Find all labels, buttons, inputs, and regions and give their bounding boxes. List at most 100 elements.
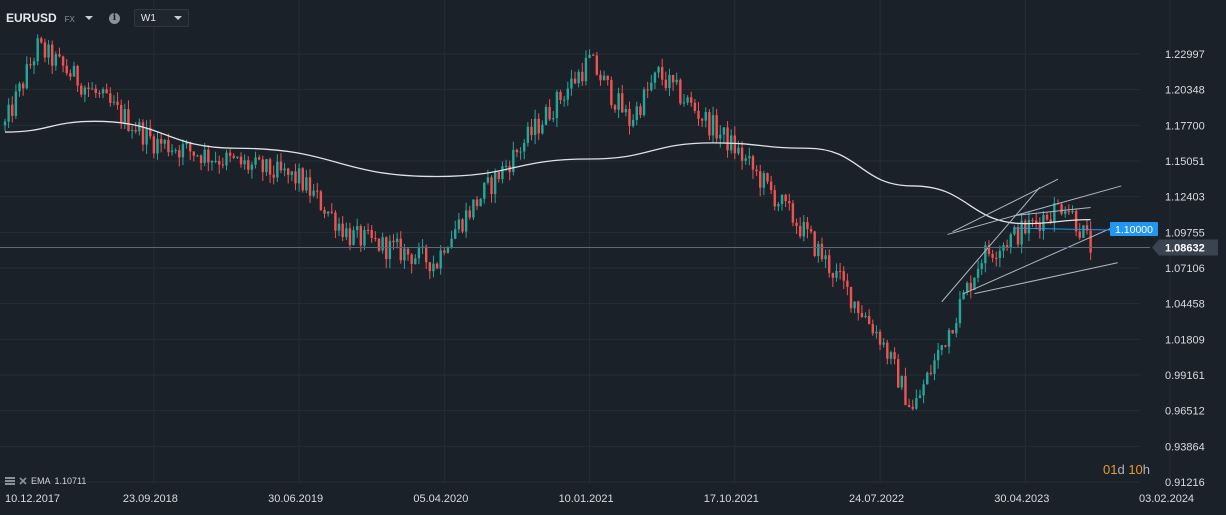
candle-body xyxy=(995,257,998,259)
candle-body xyxy=(875,331,878,334)
countdown-days-unit: d xyxy=(1117,462,1125,477)
y-tick-label: 1.15051 xyxy=(1165,156,1205,168)
symbol-dropdown-icon[interactable] xyxy=(84,16,93,20)
trendline[interactable] xyxy=(1014,206,1091,217)
candle-body xyxy=(403,248,406,261)
trendline[interactable] xyxy=(963,223,1122,295)
symbol-label[interactable]: EURUSD xyxy=(6,11,57,25)
trendline[interactable] xyxy=(974,262,1118,295)
info-icon[interactable]: i xyxy=(108,12,120,24)
candle-body xyxy=(682,102,686,104)
candle-body xyxy=(599,74,602,81)
current-price-label: 1.08632 xyxy=(1165,242,1205,254)
candle-body xyxy=(584,57,588,82)
candle-body xyxy=(835,270,838,278)
candle-body xyxy=(32,61,36,66)
candle-body xyxy=(446,247,450,253)
candle-body xyxy=(29,64,32,66)
candle-body xyxy=(145,127,148,145)
candle-body xyxy=(929,372,933,374)
candle-body xyxy=(123,109,127,123)
candle-body xyxy=(428,262,432,272)
candle-body xyxy=(940,345,943,351)
candle-body xyxy=(864,315,867,317)
candle-body xyxy=(657,67,660,73)
candle-body xyxy=(541,124,544,134)
candle-body xyxy=(882,342,885,345)
candle-body xyxy=(838,270,842,272)
candle-body xyxy=(228,152,232,156)
y-tick-label: 1.12403 xyxy=(1165,192,1205,204)
y-tick-label: 0.91216 xyxy=(1165,477,1205,489)
candle-body xyxy=(504,165,508,167)
y-tick-label: 0.93864 xyxy=(1165,441,1205,453)
candle-body xyxy=(621,93,624,113)
candle-body xyxy=(163,139,166,144)
candle-body xyxy=(359,226,363,246)
candle-body xyxy=(98,93,101,95)
y-tick-label: 1.17700 xyxy=(1165,120,1205,132)
candle-body xyxy=(519,151,522,153)
candle-body xyxy=(893,352,896,360)
candle-body xyxy=(388,240,392,260)
trendline[interactable] xyxy=(947,185,1122,235)
candle-body xyxy=(7,104,10,122)
candle-body xyxy=(21,83,25,89)
alert-line[interactable] xyxy=(1014,227,1111,231)
candle-body xyxy=(762,173,766,188)
x-tick-label: 30.04.2023 xyxy=(994,493,1049,505)
candle-body xyxy=(548,106,551,120)
timeframe-select[interactable]: W1 xyxy=(133,9,189,27)
candle-body xyxy=(294,171,297,184)
candle-body xyxy=(679,79,682,104)
candle-body xyxy=(279,161,283,171)
candle-body xyxy=(214,161,217,163)
candle-body xyxy=(1082,225,1085,238)
candle-body xyxy=(595,55,599,75)
candle-body xyxy=(119,104,123,123)
candle-body xyxy=(867,315,871,325)
candle-body xyxy=(385,237,388,260)
candle-body xyxy=(105,89,108,94)
y-tick-label: 1.20348 xyxy=(1165,85,1205,97)
candle-body xyxy=(642,89,646,116)
candle-body xyxy=(265,159,268,173)
remove-icon[interactable] xyxy=(19,477,27,485)
candle-body xyxy=(192,151,196,156)
candle-body xyxy=(613,105,617,110)
candle-body xyxy=(159,138,163,144)
candle-body xyxy=(83,87,87,95)
trendline[interactable] xyxy=(952,178,1059,233)
candle-body xyxy=(530,126,533,136)
alert-level-badge[interactable] xyxy=(1110,222,1158,237)
candle-body xyxy=(25,64,28,89)
alert-level-label: 1.10000 xyxy=(1115,224,1153,236)
countdown-hours-unit: h xyxy=(1142,462,1151,477)
candle-body xyxy=(958,299,962,324)
candle-body xyxy=(417,246,421,259)
candle-body xyxy=(831,272,835,278)
timeframe-dropdown-icon xyxy=(173,16,182,20)
candle-body xyxy=(602,75,606,81)
candle-body xyxy=(751,156,755,170)
candle-body xyxy=(526,126,530,143)
candle-body xyxy=(109,93,112,103)
candle-body xyxy=(36,38,39,62)
candle-body xyxy=(130,130,134,132)
candle-body xyxy=(980,263,983,270)
candle-body xyxy=(58,54,61,57)
trendlines[interactable] xyxy=(941,178,1122,303)
candle-body xyxy=(744,158,747,161)
candle-body xyxy=(501,166,504,180)
candle-body xyxy=(533,118,537,136)
settings-icon[interactable] xyxy=(5,477,15,485)
candle-body xyxy=(138,122,141,132)
candle-body xyxy=(54,54,58,66)
grid xyxy=(0,0,1171,483)
trendline[interactable] xyxy=(941,186,1041,303)
candle-body xyxy=(432,263,435,272)
candle-body xyxy=(174,150,177,152)
candle-body xyxy=(461,219,464,232)
y-tick-label: 0.99161 xyxy=(1165,370,1205,382)
